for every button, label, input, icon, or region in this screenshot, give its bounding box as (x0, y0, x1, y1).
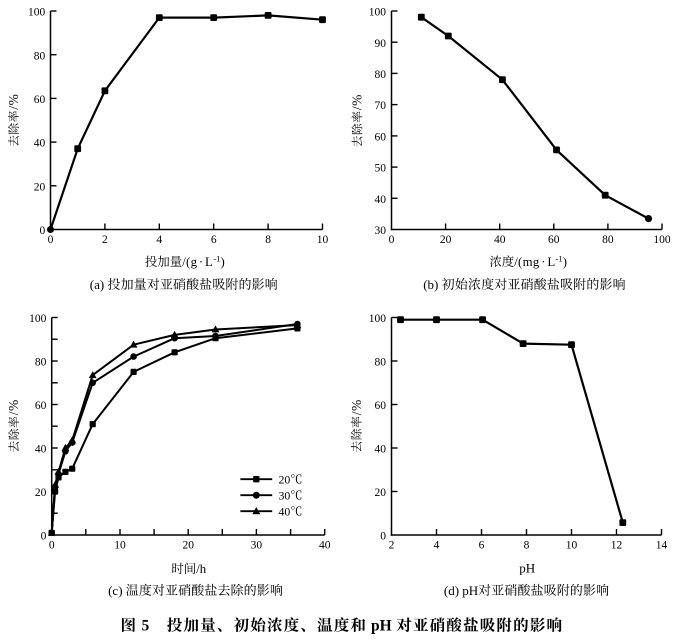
svg-text:60: 60 (375, 400, 387, 412)
svg-text:2: 2 (389, 540, 395, 552)
svg-text:60: 60 (34, 94, 46, 106)
svg-text:/%: /% (349, 399, 364, 415)
svg-text:80: 80 (602, 234, 614, 246)
svg-text:4: 4 (156, 234, 162, 246)
svg-text:14: 14 (656, 540, 668, 552)
svg-text:pH: pH (371, 618, 392, 635)
svg-text:12: 12 (611, 540, 623, 552)
svg-text:/%: /% (350, 94, 365, 110)
svg-text:20: 20 (35, 487, 47, 499)
svg-text:40: 40 (494, 234, 506, 246)
svg-text:4: 4 (434, 540, 440, 552)
svg-text:30: 30 (251, 540, 263, 552)
svg-text:L: L (205, 255, 213, 269)
svg-text:pH: pH (519, 561, 535, 576)
svg-text:0: 0 (39, 225, 45, 237)
svg-text:0: 0 (389, 234, 395, 246)
svg-text:20: 20 (279, 473, 291, 487)
svg-text:6: 6 (211, 234, 217, 246)
svg-text:60: 60 (548, 234, 560, 246)
svg-text:100: 100 (28, 7, 46, 19)
svg-text:8: 8 (265, 234, 271, 246)
svg-text:20: 20 (182, 540, 194, 552)
svg-text:(a): (a) (90, 277, 104, 292)
svg-text:20: 20 (34, 181, 46, 193)
svg-text:5: 5 (142, 618, 150, 635)
svg-text:40: 40 (279, 505, 291, 519)
svg-text:10: 10 (114, 540, 126, 552)
svg-text:/%: /% (6, 94, 21, 110)
svg-text:100: 100 (653, 234, 671, 246)
svg-text:/(mg: /(mg (514, 255, 540, 269)
svg-text:(b): (b) (423, 277, 438, 292)
svg-text:-1: -1 (556, 254, 563, 264)
svg-text:L: L (547, 255, 555, 269)
svg-text:(d) pH: (d) pH (444, 583, 478, 598)
svg-text:8: 8 (524, 540, 530, 552)
svg-text:60: 60 (35, 400, 47, 412)
svg-text:/(g: /(g (182, 255, 197, 269)
svg-text:·: · (199, 255, 204, 269)
svg-text:20: 20 (375, 487, 387, 499)
svg-text:0: 0 (48, 234, 54, 246)
svg-text:10: 10 (566, 540, 578, 552)
svg-text:40: 40 (319, 540, 331, 552)
svg-text:100: 100 (369, 313, 387, 325)
svg-text:2: 2 (102, 234, 108, 246)
svg-text:80: 80 (35, 357, 47, 369)
svg-text:(c): (c) (108, 583, 122, 598)
svg-text:50: 50 (375, 163, 387, 175)
svg-text:80: 80 (34, 50, 46, 62)
svg-text:30: 30 (279, 489, 291, 503)
svg-text:0: 0 (41, 531, 47, 543)
svg-text:90: 90 (375, 38, 387, 50)
svg-text:·: · (541, 255, 546, 269)
svg-text:40: 40 (34, 138, 46, 150)
svg-text:10: 10 (317, 234, 329, 246)
svg-text:20: 20 (440, 234, 452, 246)
svg-text:0: 0 (380, 531, 386, 543)
svg-text:70: 70 (375, 100, 387, 112)
svg-text:80: 80 (375, 69, 387, 81)
svg-text:): ) (221, 255, 226, 269)
svg-text:6: 6 (479, 540, 485, 552)
svg-text:40: 40 (35, 444, 47, 456)
svg-text:30: 30 (375, 225, 387, 237)
svg-text:-1: -1 (213, 254, 220, 264)
svg-text:/%: /% (6, 399, 21, 415)
svg-text:40: 40 (375, 444, 387, 456)
svg-text:): ) (563, 255, 568, 269)
svg-text:100: 100 (29, 313, 47, 325)
svg-text:40: 40 (375, 194, 387, 206)
svg-text:/h: /h (196, 562, 207, 576)
svg-text:80: 80 (375, 357, 387, 369)
svg-text:100: 100 (369, 7, 387, 19)
svg-text:0: 0 (49, 540, 55, 552)
svg-text:60: 60 (375, 132, 387, 144)
